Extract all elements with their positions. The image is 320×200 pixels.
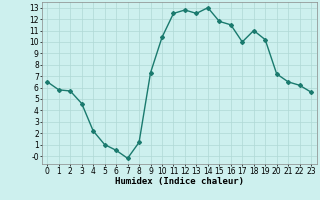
X-axis label: Humidex (Indice chaleur): Humidex (Indice chaleur) [115,177,244,186]
